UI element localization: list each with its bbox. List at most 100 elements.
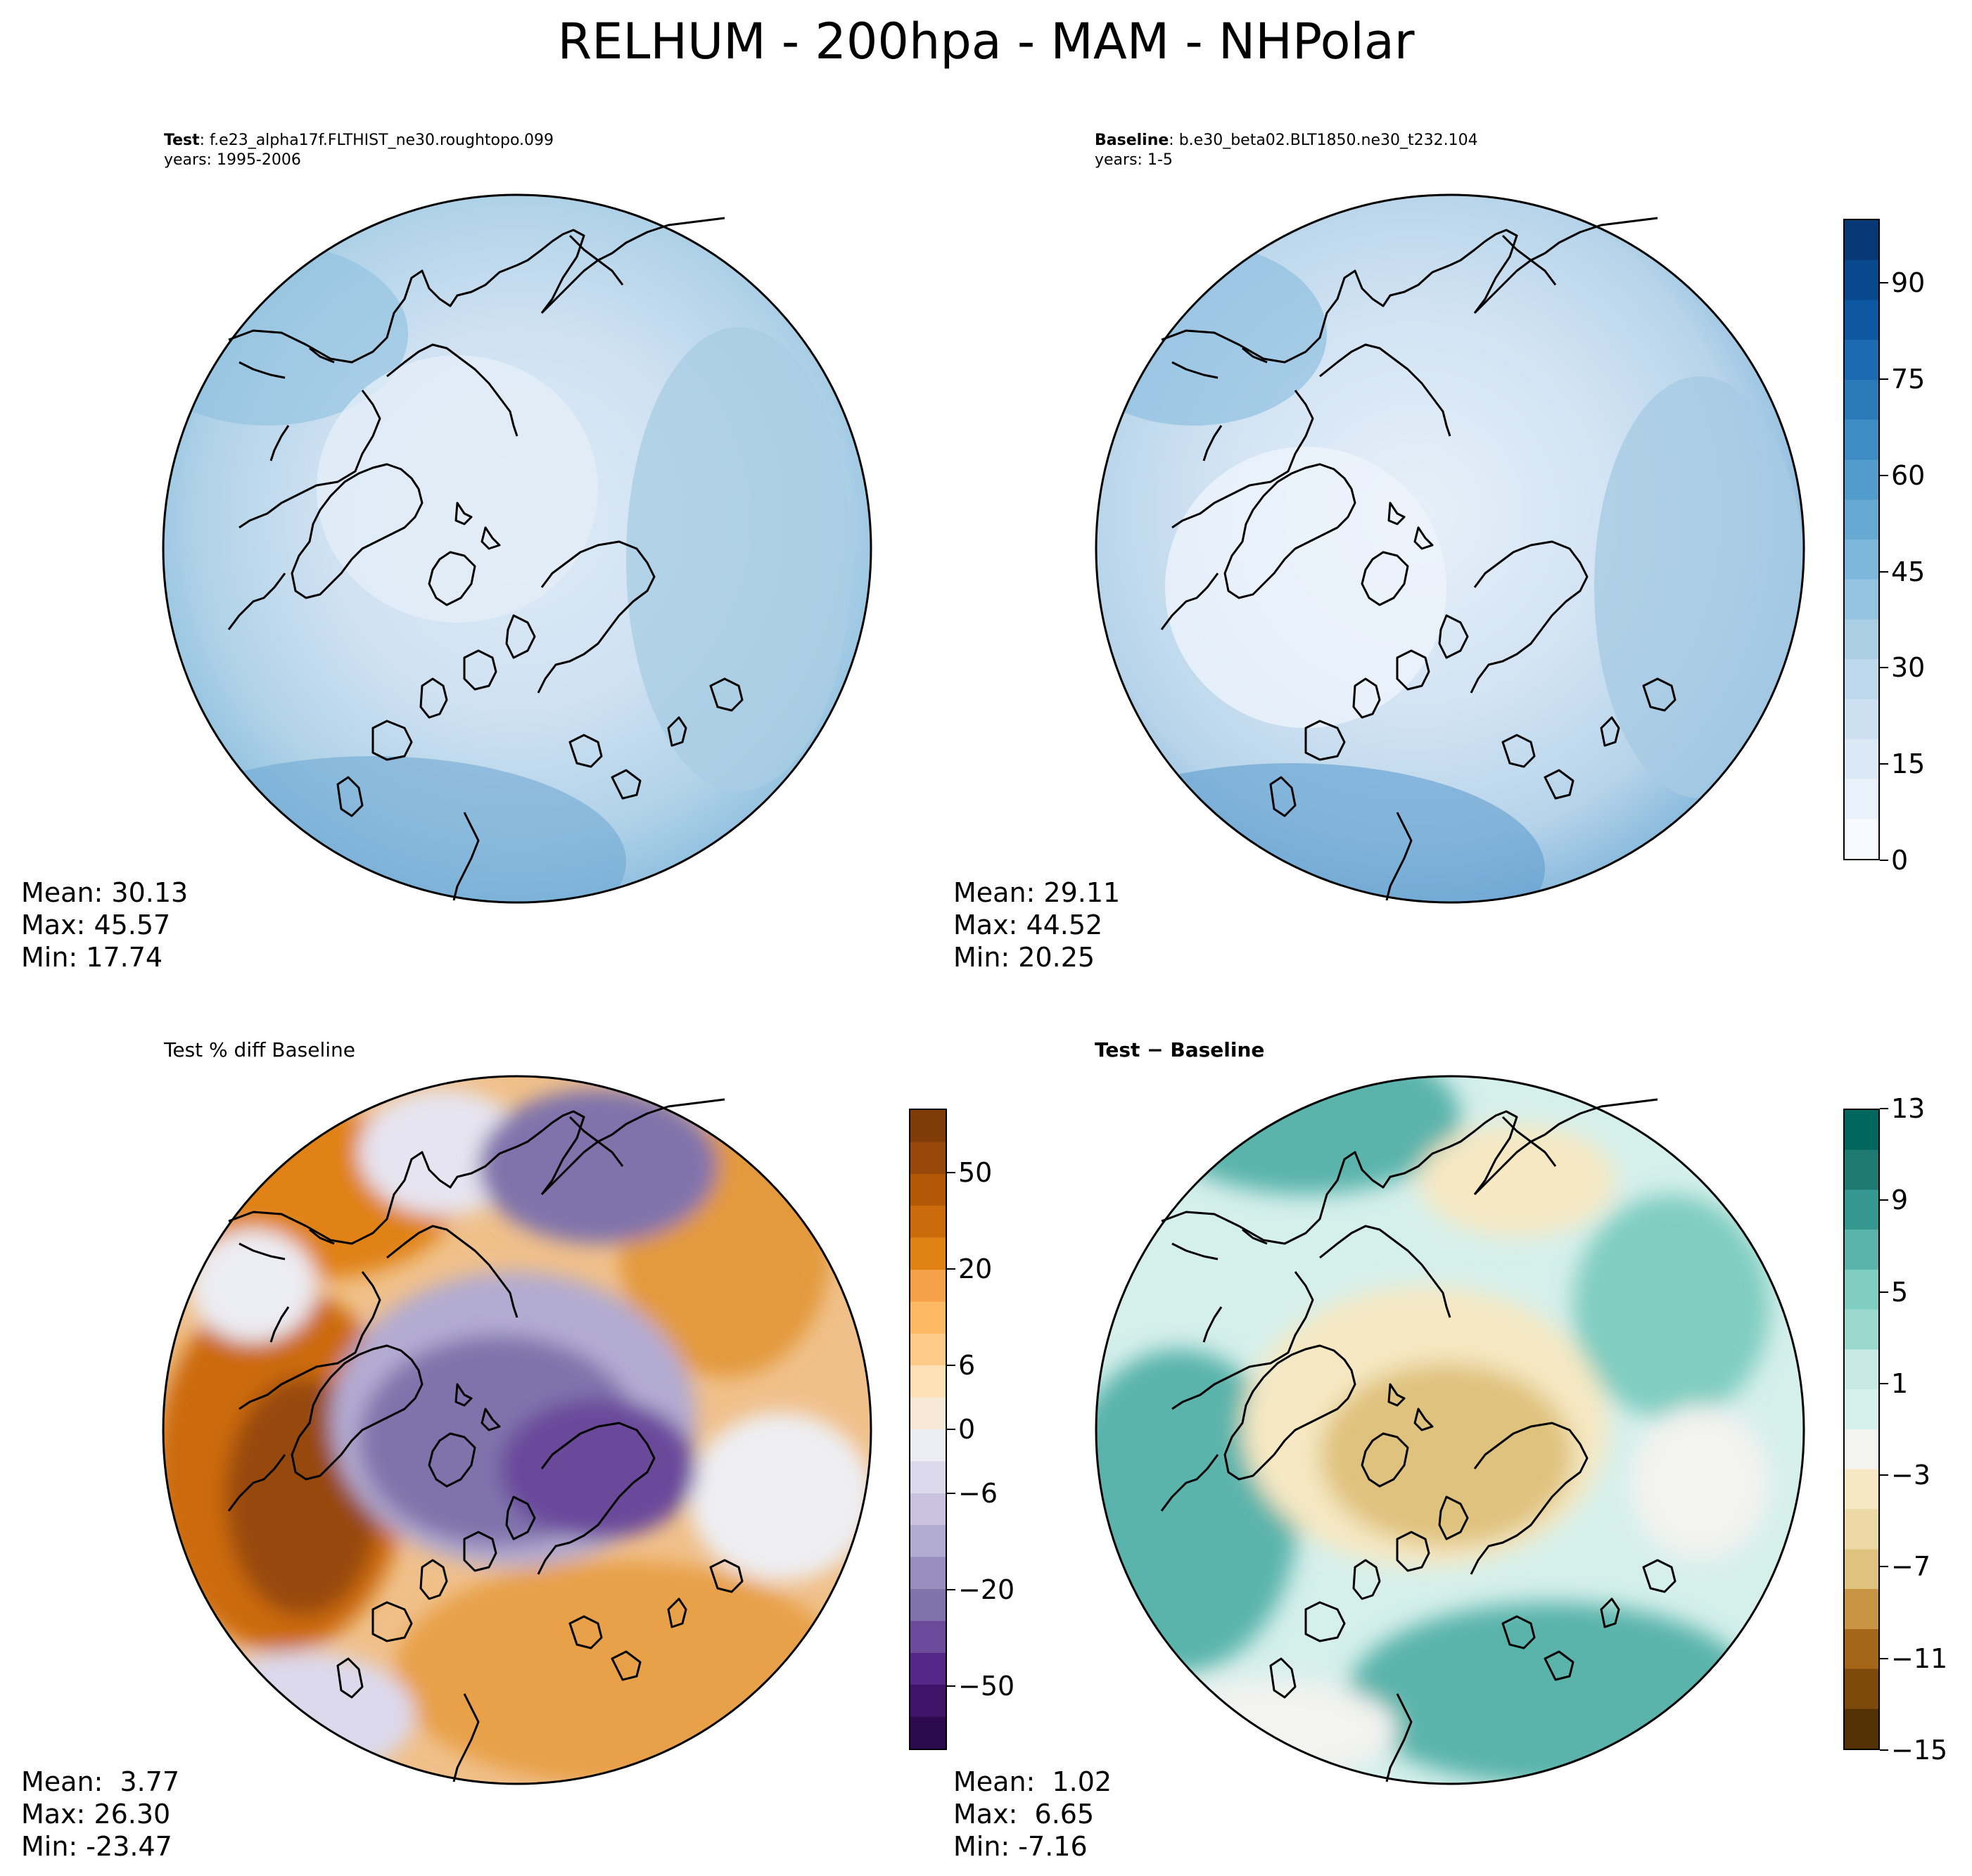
baseline-panel-header: Baseline: b.e30_beta02.BLT1850.ne30_t232… <box>1095 131 1478 170</box>
coastline-segment <box>1304 1601 1346 1642</box>
diff-colorbar-tick-mark <box>1880 1657 1888 1659</box>
coastline-segment <box>238 390 381 529</box>
coastline-segment <box>291 1344 424 1481</box>
coastline-segment <box>1161 229 1518 364</box>
pctdiff-colorbar-tick-label: 0 <box>958 1414 976 1445</box>
diff-colorbar-tick-mark <box>1880 1291 1888 1293</box>
coastline-segment <box>1413 526 1434 550</box>
coastline-segment <box>238 361 286 379</box>
diff-colorbar-tick-mark <box>1880 1199 1888 1201</box>
coastline-segment <box>419 677 448 719</box>
coastline-segment <box>1473 252 1546 314</box>
main-colorbar-tick-mark <box>1880 378 1888 380</box>
pctdiff-colorbar-tick-mark <box>947 1429 955 1430</box>
test-map <box>162 193 872 904</box>
coastline-segment <box>1223 1344 1356 1481</box>
coastline-segment <box>419 1559 448 1600</box>
diff-coastlines <box>1160 1098 1677 1782</box>
diff-colorbar-tick-mark <box>1880 1749 1888 1751</box>
coastline-segment <box>463 1531 497 1572</box>
test-coastlines <box>227 217 744 901</box>
coastline-segment <box>537 1422 656 1575</box>
coastline-segment <box>1600 716 1620 747</box>
coastline-segment <box>568 234 624 286</box>
coastline-segment <box>386 343 519 437</box>
coastline-segment <box>540 252 613 314</box>
pctdiff-contour-field <box>163 1076 871 1784</box>
coastline-segment <box>291 463 424 599</box>
diff-stats: Mean: 1.02 Max: 6.65 Min: -7.16 <box>953 1766 1112 1863</box>
coastline-segment <box>227 1454 286 1512</box>
coastline-segment <box>1387 1383 1406 1407</box>
baseline-case-name: : b.e30_beta02.BLT1850.ne30_t232.104 <box>1169 132 1478 149</box>
main-colorbar-tick-label: 45 <box>1891 556 1926 587</box>
coastline-segment <box>428 551 476 606</box>
coastline-segment <box>1171 361 1219 379</box>
coastline-segment <box>568 1116 624 1167</box>
coastline-segment <box>1385 812 1413 901</box>
diff-colorbar <box>1843 1109 1880 1750</box>
diff-map-boundary <box>1095 1075 1805 1785</box>
diff-map <box>1095 1075 1805 1785</box>
coastline-segment <box>1242 347 1268 364</box>
coastline-segment <box>309 347 335 364</box>
diff-colorbar-tick-label: −7 <box>1891 1551 1931 1583</box>
coastline-segment <box>537 540 656 694</box>
test-min: Min: 17.74 <box>21 942 163 973</box>
pctdiff-colorbar-tick-mark <box>947 1172 955 1174</box>
diff-colorbar-tick-mark <box>1880 1474 1888 1476</box>
coastline-segment <box>1202 425 1223 461</box>
coastline-segment <box>1396 649 1430 691</box>
pctdiff-map-boundary <box>162 1075 872 1785</box>
coastline-segment <box>228 1110 585 1245</box>
figure-title: RELHUM - 200hpa - MAM - NHPolar <box>557 13 1415 70</box>
baseline-map <box>1095 193 1805 904</box>
coastline-segment <box>1438 1495 1469 1540</box>
test-case-name: : f.e23_alpha17f.FLTHIST_ne30.roughtopo.… <box>199 132 554 149</box>
coastline-segment <box>309 1228 335 1245</box>
main-colorbar-tick-mark <box>1880 474 1888 476</box>
pctdiff-colorbar-tick-label: −6 <box>958 1478 998 1510</box>
pctdiff-panel-title: Test % diff Baseline <box>164 1038 356 1061</box>
coastline-segment <box>611 769 642 800</box>
coastline-segment <box>568 734 603 768</box>
baseline-coastlines <box>1160 217 1677 901</box>
coastline-segment <box>667 716 687 747</box>
coastline-segment <box>1352 677 1381 719</box>
coastline-segment <box>1171 1242 1219 1261</box>
test-max: Max: 45.57 <box>21 910 171 940</box>
diff-panel-title: Test − Baseline <box>1095 1038 1265 1061</box>
pctdiff-map <box>162 1075 872 1785</box>
main-colorbar-tick-label: 30 <box>1891 652 1926 684</box>
baseline-min: Min: 20.25 <box>953 942 1095 973</box>
coastline-segment <box>228 229 585 364</box>
coastline-segment <box>709 1559 744 1593</box>
main-colorbar-tick-label: 90 <box>1891 267 1926 299</box>
pctdiff-colorbar-tick-mark <box>947 1685 955 1687</box>
coastline-segment <box>1171 1271 1314 1410</box>
coastline-segment <box>371 720 413 761</box>
coastline-segment <box>611 217 725 255</box>
pctdiff-colorbar-tick-label: 50 <box>958 1157 993 1189</box>
main-colorbar-tick-mark <box>1880 570 1888 573</box>
coastline-segment <box>1501 234 1557 286</box>
coastline-segment <box>505 614 536 659</box>
diff-colorbar-tick-mark <box>1880 1382 1888 1384</box>
coastline-segment <box>1352 1559 1381 1600</box>
diff-max: Max: 6.65 <box>953 1799 1095 1830</box>
coastline-segment <box>481 526 501 550</box>
coastline-segment <box>1160 1454 1219 1512</box>
pctdiff-colorbar-tick-label: 20 <box>958 1253 993 1284</box>
coastline-segment <box>1319 343 1451 437</box>
pctdiff-colorbar-tick-label: 6 <box>958 1349 976 1381</box>
coastline-segment <box>540 1133 613 1196</box>
coastline-segment <box>1473 1133 1546 1196</box>
coastline-segment <box>667 1597 687 1628</box>
coastline-segment <box>1269 1657 1297 1699</box>
coastline-segment <box>1642 1559 1677 1593</box>
coastline-segment <box>1501 734 1536 768</box>
coastline-segment <box>336 1657 364 1699</box>
pctdiff-colorbar-tick-mark <box>947 1493 955 1495</box>
main-colorbar-tick-mark <box>1880 667 1888 669</box>
coastline-segment <box>709 677 744 712</box>
